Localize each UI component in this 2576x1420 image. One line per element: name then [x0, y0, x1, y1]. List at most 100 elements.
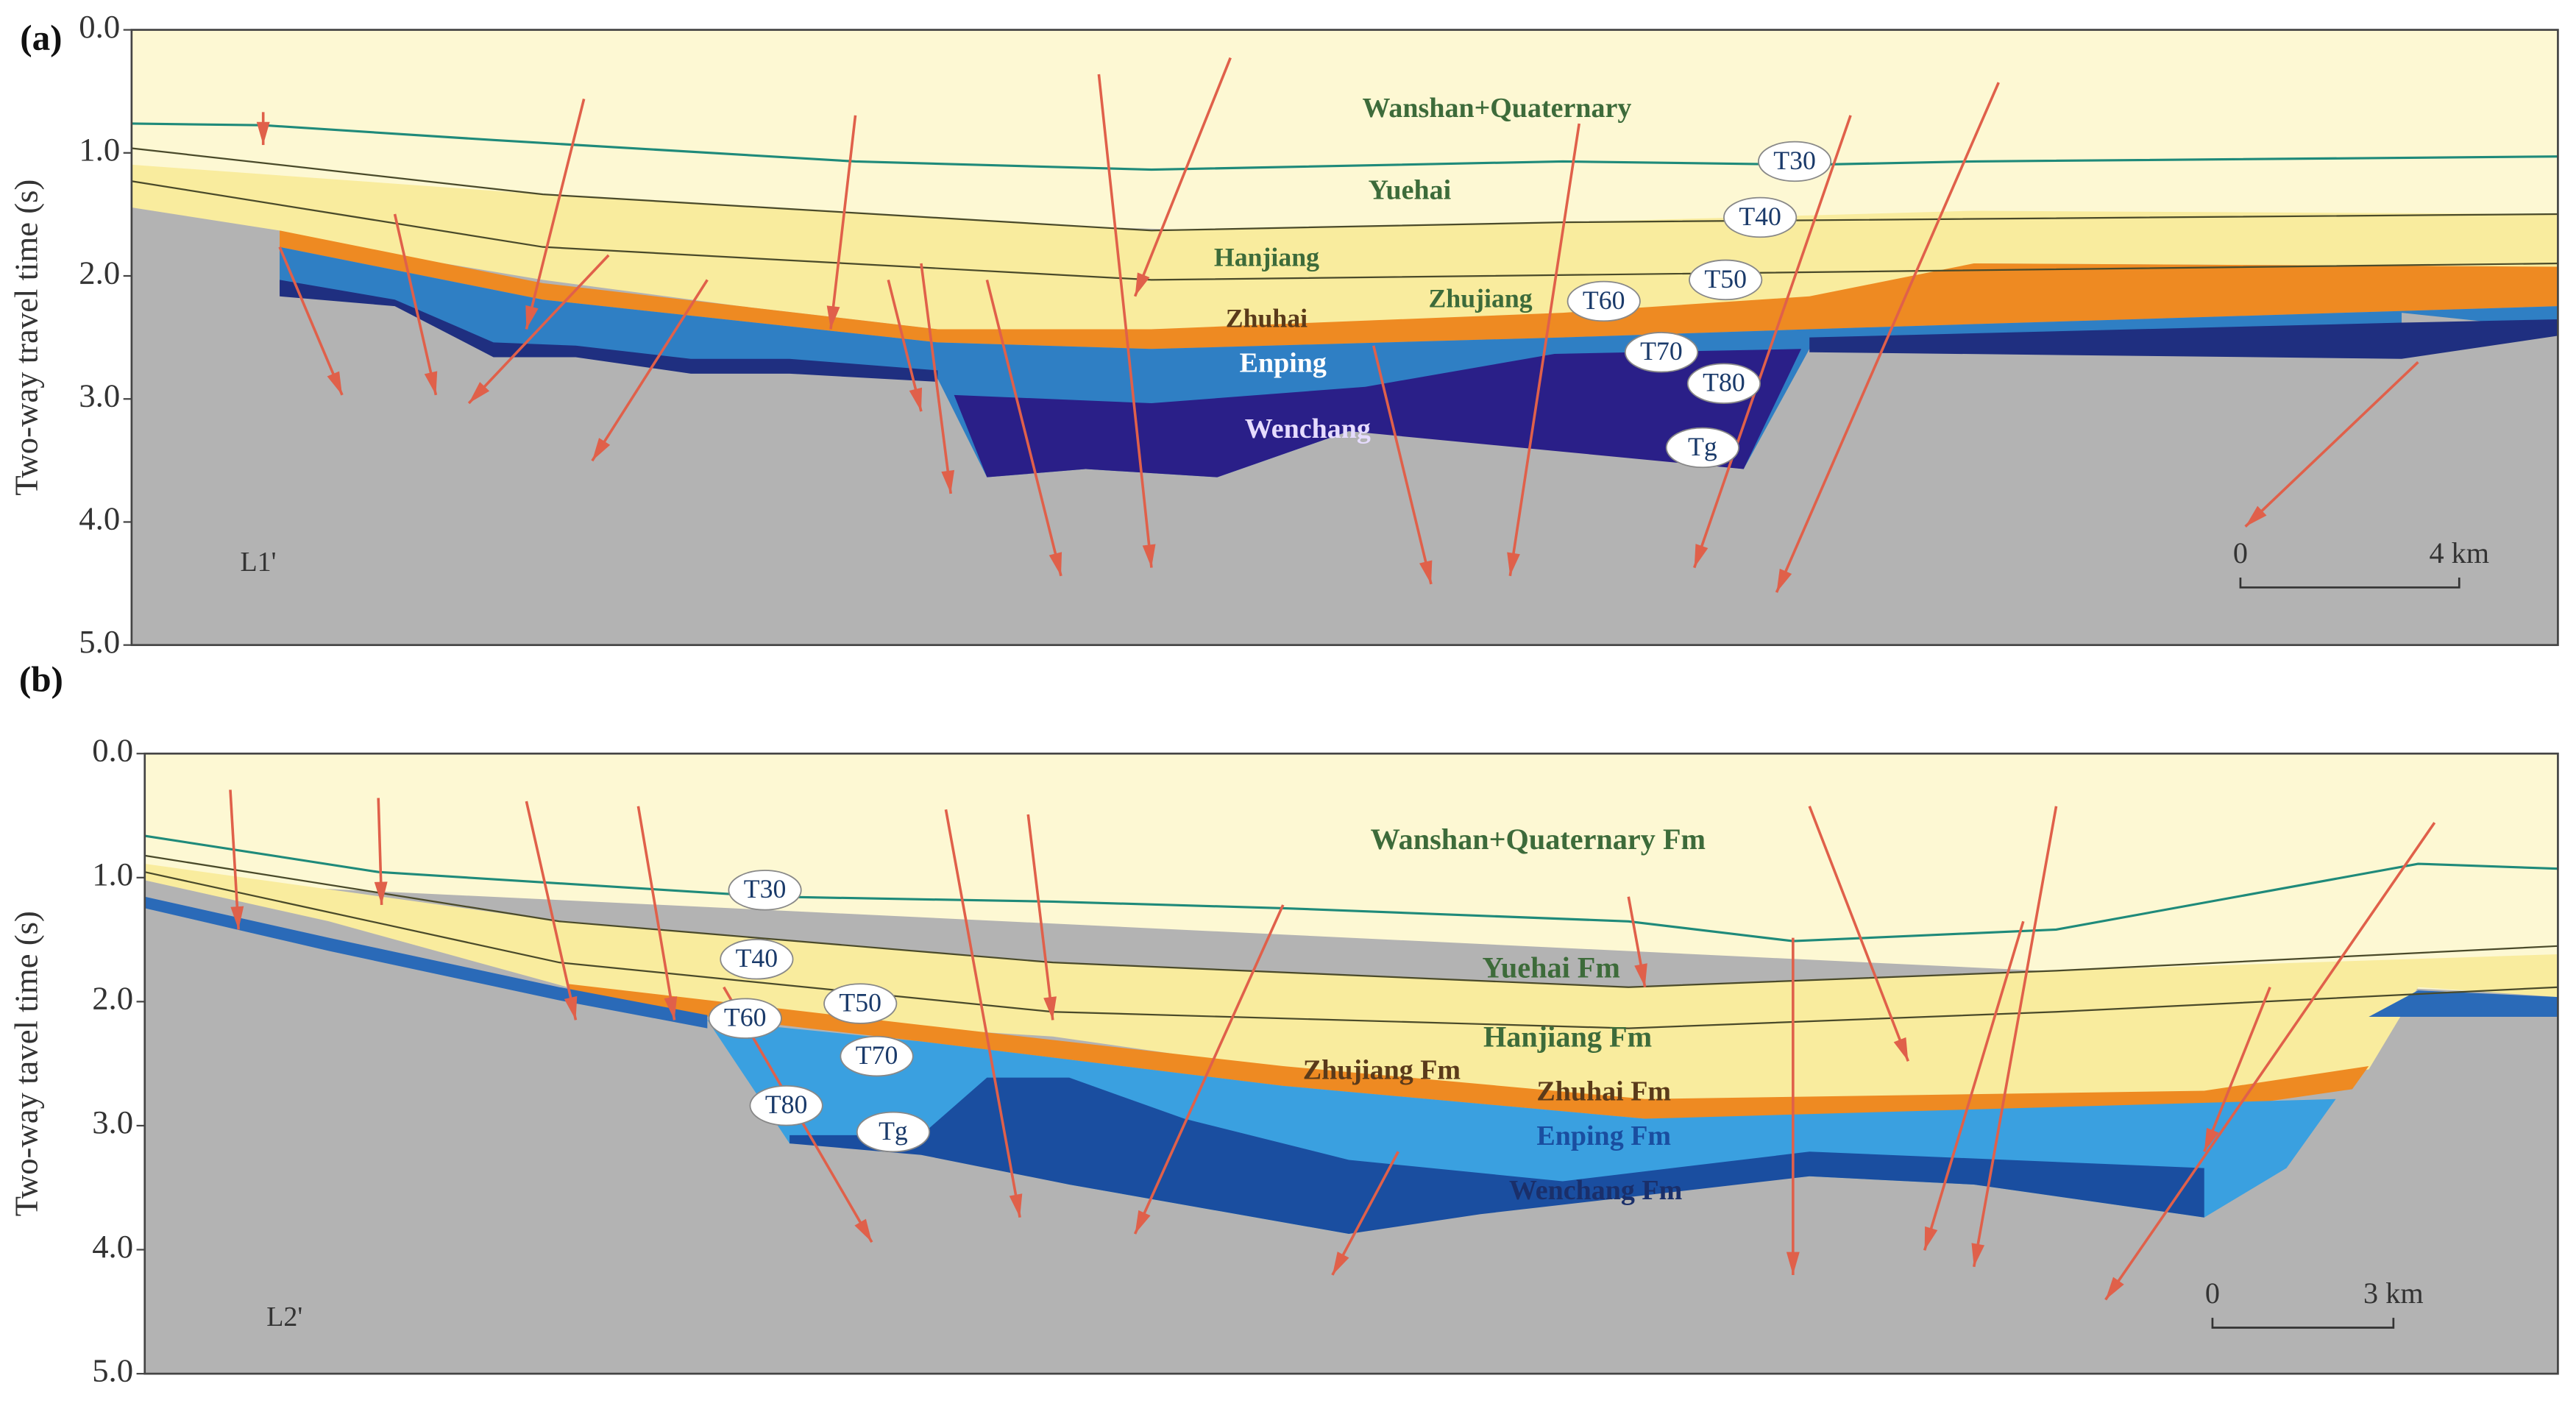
horizon-badge [856, 1111, 931, 1153]
formation-label: Wenchang Fm [1509, 1175, 1682, 1206]
y-tick-label: 2.0 [92, 980, 133, 1017]
layer-blue [280, 246, 2558, 478]
formation-label: Zhujiang [1428, 284, 1532, 313]
scale-label: 4 km [2429, 536, 2489, 569]
horizon-label: T30 [744, 874, 787, 904]
fault [278, 246, 344, 396]
horizon-label: T50 [839, 987, 881, 1017]
section-label: L1' [240, 547, 276, 578]
horizon-label: T30 [1773, 146, 1816, 175]
fault-arrow [256, 121, 270, 146]
fault [985, 279, 1062, 577]
layer-base [2369, 990, 2558, 1017]
fault [467, 254, 610, 405]
fault [1026, 814, 1054, 1020]
fault [1808, 806, 1910, 1062]
fault [229, 789, 240, 930]
fault [1775, 82, 2000, 593]
formation-label: Wenchang [1245, 413, 1371, 444]
fault-arrow [1776, 568, 1792, 593]
fault [591, 279, 709, 462]
horizon-badge [1723, 196, 1798, 238]
horizon-badge [823, 983, 898, 1024]
formation-label: Zhuhai [1226, 303, 1307, 333]
formation-label: Wanshan+Quaternary Fm [1371, 823, 1706, 856]
horizon-badge [1686, 363, 1761, 404]
scale-label: 0 [2233, 536, 2248, 569]
layer-base [1809, 319, 2558, 359]
fault [944, 809, 1021, 1218]
fault-arrow [1786, 1252, 1800, 1275]
frame [143, 752, 2559, 1375]
y-tick-label: 1.0 [92, 856, 133, 892]
fault-arrow [469, 382, 490, 404]
horizon-badge [1665, 427, 1739, 469]
fault [920, 263, 952, 494]
formation-label: Yuehai [1369, 175, 1452, 206]
horizon-line [131, 147, 2558, 232]
fault-arrow [2245, 505, 2267, 527]
fault-arrow [2204, 1127, 2219, 1152]
fault-arrow [1419, 560, 1433, 584]
fault [1331, 1151, 1399, 1276]
fault [1372, 345, 1433, 585]
fault [1097, 74, 1153, 568]
fault-arrow [592, 438, 611, 461]
horizon-label: T60 [1583, 285, 1625, 315]
fault-arrow [424, 371, 438, 395]
horizon-badge [728, 870, 802, 911]
formation-label: Hanjiang Fm [1483, 1020, 1652, 1053]
formation-label: Yuehai Fm [1482, 951, 1619, 984]
formation-label: Wanshan+Quaternary [1363, 93, 1632, 124]
fault-arrow [525, 305, 539, 330]
frame [130, 29, 2559, 647]
scale-label: 3 km [2363, 1277, 2424, 1310]
fault-arrow [1049, 552, 1062, 576]
fault-arrow [1507, 552, 1520, 576]
panel: 0.0 1.0 2.0 3.0 4.0 5.0 Two-way tavel time (s)… [8, 658, 2559, 1388]
fault [1508, 123, 1580, 577]
fault-arrow [1142, 544, 1156, 568]
horizon-badge [708, 998, 782, 1039]
y-tick-label: 5.0 [79, 623, 120, 660]
horizon-label: Tg [1688, 432, 1717, 461]
horizon-line [144, 854, 2558, 988]
fault-arrow [1009, 1193, 1023, 1218]
formation-label: Zhuhai Fm [1536, 1076, 1671, 1107]
horizon-badge [1566, 280, 1641, 322]
panel: 0.0 1.0 2.0 3.0 4.0 5.0 Two-way travel time (s… [8, 8, 2559, 660]
fault-arrow [1893, 1037, 1909, 1062]
y-tick-label: 2.0 [79, 254, 120, 291]
section-label: L2' [266, 1302, 302, 1332]
formation-label: Enping [1240, 347, 1327, 378]
y-tick-label: 5.0 [92, 1352, 133, 1388]
fault [2244, 361, 2419, 528]
fault-arrow [909, 387, 923, 412]
horizon-label: T60 [724, 1003, 767, 1032]
horizon-label: T40 [1739, 202, 1781, 231]
formation-label: Hanjiang [1214, 243, 1319, 272]
horizon-badge [1689, 259, 1763, 301]
formation-label: Enping Fm [1536, 1121, 1671, 1151]
layer-wenchang [790, 1077, 2204, 1235]
t30-line [144, 834, 2558, 942]
fault-arrow [664, 996, 678, 1020]
fault-arrow [1694, 544, 1709, 568]
horizon-line [144, 871, 2558, 1029]
horizon-label: T80 [765, 1090, 808, 1119]
fault [1693, 115, 1852, 569]
fault [2104, 822, 2436, 1301]
horizon-badge [1757, 141, 1832, 182]
fault [2203, 987, 2271, 1152]
fault [393, 213, 438, 396]
scale-bar [2211, 1318, 2395, 1329]
horizon-line [131, 180, 2558, 281]
layer-base [280, 280, 938, 382]
fault-arrow [230, 906, 244, 930]
fault-arrow [1924, 1226, 1938, 1251]
y-tick-label: 4.0 [79, 500, 120, 537]
fault-arrow [1135, 272, 1150, 297]
fault [525, 800, 578, 1020]
horizon-label: T70 [856, 1040, 898, 1070]
layer-wenchang [954, 349, 1802, 478]
